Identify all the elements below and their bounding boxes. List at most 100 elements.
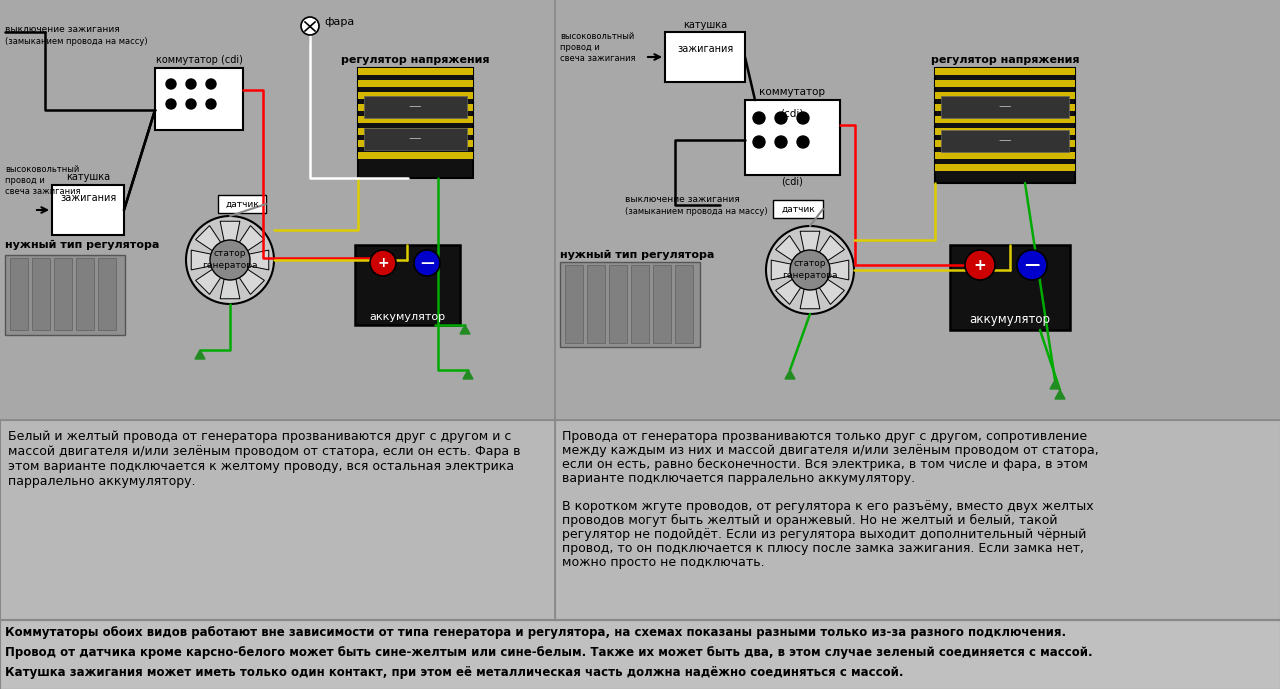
Text: варианте подключается парралельно аккумулятору.: варианте подключается парралельно аккуму… (562, 472, 915, 485)
Circle shape (753, 136, 765, 148)
Polygon shape (814, 274, 845, 305)
Bar (99, 258, 116, 330)
Text: фара: фара (324, 17, 355, 27)
Bar (934, 92, 1075, 99)
Text: выключение зажигания: выключение зажигания (625, 195, 740, 204)
Polygon shape (460, 325, 470, 334)
Text: регулятор напряжения: регулятор напряжения (340, 55, 489, 65)
Circle shape (753, 112, 765, 124)
Bar (218, 195, 266, 213)
Text: нужный тип регулятора: нужный тип регулятора (5, 240, 160, 250)
Bar (10, 258, 28, 330)
Bar (653, 265, 671, 343)
Text: высоковольтный: высоковольтный (5, 165, 79, 174)
Bar (675, 265, 692, 343)
Circle shape (186, 216, 274, 304)
Text: катушка: катушка (67, 172, 110, 182)
Circle shape (797, 136, 809, 148)
Bar (0, 420, 556, 620)
Text: зажигания: зажигания (677, 44, 733, 54)
Bar (934, 140, 1075, 147)
Bar (358, 68, 474, 75)
Circle shape (301, 17, 319, 35)
Bar (358, 128, 474, 135)
Bar (561, 262, 700, 347)
Bar (745, 100, 840, 175)
Bar (631, 265, 649, 343)
Circle shape (206, 99, 216, 109)
Circle shape (765, 226, 854, 314)
Polygon shape (800, 232, 820, 260)
Text: проводов могут быть желтый и оранжевый. Но не желтый и белый, такой: проводов могут быть желтый и оранжевый. … (562, 514, 1057, 527)
Text: —: — (998, 134, 1011, 147)
Text: (cdi): (cdi) (781, 108, 804, 118)
Polygon shape (776, 236, 805, 266)
Polygon shape (463, 370, 474, 379)
Bar (564, 265, 582, 343)
Polygon shape (191, 250, 220, 270)
Bar (32, 258, 50, 330)
Text: (замыканием провода на массу): (замыканием провода на массу) (625, 207, 768, 216)
Bar (52, 185, 124, 235)
Polygon shape (241, 250, 269, 270)
Circle shape (774, 112, 787, 124)
Text: зажигания: зажигания (60, 193, 116, 203)
Text: коммутатор (cdi): коммутатор (cdi) (156, 55, 242, 65)
Polygon shape (195, 350, 205, 359)
Text: Катушка зажигания может иметь только один контакт, при этом её металлическая час: Катушка зажигания может иметь только оди… (5, 666, 904, 679)
Bar (934, 164, 1075, 171)
Bar (155, 68, 243, 130)
Text: генератора: генератора (782, 271, 837, 280)
Bar (358, 116, 474, 123)
Circle shape (965, 250, 995, 280)
Circle shape (186, 79, 196, 89)
Polygon shape (220, 270, 239, 299)
Text: регулятор напряжения: регулятор напряжения (931, 55, 1079, 65)
Polygon shape (234, 225, 265, 256)
Polygon shape (196, 265, 225, 294)
Text: катушка: катушка (684, 20, 727, 30)
Polygon shape (800, 280, 820, 309)
Polygon shape (196, 225, 225, 256)
Text: между каждым из них и массой двигателя и/или зелёным проводом от статора,: между каждым из них и массой двигателя и… (562, 444, 1098, 457)
Bar (934, 152, 1075, 159)
Text: —: — (408, 101, 421, 114)
Text: коммутатор: коммутатор (759, 87, 826, 97)
Bar (941, 96, 1069, 118)
Text: аккумулятор: аккумулятор (369, 312, 445, 322)
Text: аккумулятор: аккумулятор (969, 313, 1051, 327)
Text: +: + (974, 258, 987, 273)
Bar (950, 245, 1070, 330)
Bar (358, 152, 474, 159)
Bar (556, 420, 1280, 620)
Bar (934, 80, 1075, 87)
Text: генератора: генератора (202, 262, 257, 271)
Text: датчик: датчик (781, 205, 815, 214)
Bar (358, 104, 474, 111)
Text: высоковольтный: высоковольтный (561, 32, 635, 41)
Polygon shape (1050, 380, 1060, 389)
Bar (54, 258, 72, 330)
Bar (358, 140, 474, 147)
Text: если он есть, равно бесконечности. Вся электрика, в том числе и фара, в этом: если он есть, равно бесконечности. Вся э… (562, 458, 1088, 471)
Text: провод и: провод и (5, 176, 45, 185)
Bar (609, 265, 627, 343)
Polygon shape (1055, 390, 1065, 399)
Text: нужный тип регулятора: нужный тип регулятора (561, 250, 714, 260)
Circle shape (166, 99, 177, 109)
Text: Провод от датчика кроме карсно-белого может быть сине-желтым или сине-белым. Так: Провод от датчика кроме карсно-белого мо… (5, 646, 1093, 659)
Circle shape (206, 79, 216, 89)
Bar (941, 130, 1069, 152)
Polygon shape (820, 260, 849, 280)
Text: парралельно аккумулятору.: парралельно аккумулятору. (8, 475, 196, 488)
Bar (934, 116, 1075, 123)
Circle shape (790, 250, 829, 290)
Text: —: — (420, 256, 434, 270)
Bar (5, 255, 125, 335)
Circle shape (774, 136, 787, 148)
Text: —: — (1024, 258, 1039, 273)
Bar (588, 265, 605, 343)
Bar (773, 200, 823, 218)
Circle shape (186, 99, 196, 109)
Polygon shape (234, 265, 265, 294)
